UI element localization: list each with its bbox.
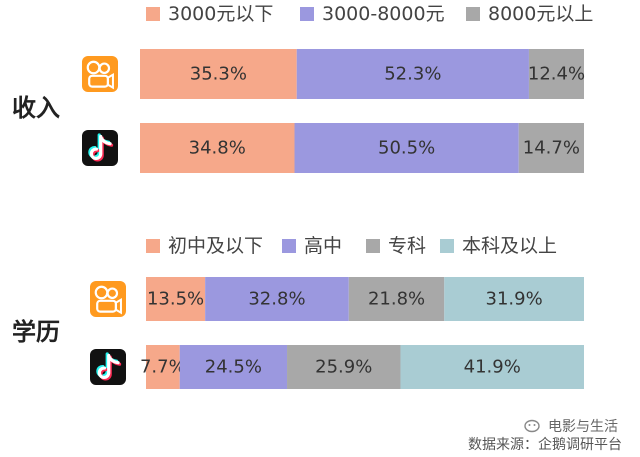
bar-segment bbox=[528, 49, 584, 99]
data-label: 12.4% bbox=[528, 64, 585, 85]
bar-segment bbox=[444, 277, 584, 321]
data-label: 24.5% bbox=[205, 357, 262, 378]
bar-segment bbox=[140, 123, 295, 173]
legend-swatch bbox=[440, 239, 454, 253]
bar-segment bbox=[518, 123, 584, 173]
bar-segment bbox=[294, 123, 519, 173]
data-label: 31.9% bbox=[486, 289, 543, 310]
data-label: 21.8% bbox=[368, 289, 425, 310]
kuaishou-logo-icon bbox=[82, 56, 118, 92]
watermark: 电影与生活 bbox=[524, 416, 618, 436]
douyin-logo-icon bbox=[90, 349, 126, 385]
data-label: 7.7% bbox=[140, 357, 186, 378]
kuaishou-logo-icon bbox=[90, 281, 126, 317]
bar-segment bbox=[296, 49, 529, 99]
legend-swatch bbox=[300, 7, 314, 21]
data-label: 41.9% bbox=[464, 357, 521, 378]
source-text: 数据来源：企鹅调研平台 bbox=[468, 437, 622, 453]
data-label: 34.8% bbox=[189, 138, 246, 159]
wechat-icon bbox=[524, 419, 540, 433]
legend-swatch bbox=[146, 239, 160, 253]
bar-segment bbox=[205, 277, 349, 321]
legend-swatch bbox=[282, 239, 296, 253]
data-label: 35.3% bbox=[190, 64, 247, 85]
data-label: 52.3% bbox=[384, 64, 441, 85]
data-label: 50.5% bbox=[378, 138, 435, 159]
douyin-logo-icon bbox=[82, 130, 118, 166]
legend-label: 3000-8000元 bbox=[322, 3, 445, 25]
legend-swatch bbox=[366, 239, 380, 253]
data-label: 13.5% bbox=[147, 289, 204, 310]
group-label: 学历 bbox=[12, 318, 60, 346]
bar-segment bbox=[287, 345, 401, 389]
bar-segment bbox=[400, 345, 584, 389]
bar-segment bbox=[140, 49, 297, 99]
legend-label: 初中及以下 bbox=[168, 235, 263, 257]
data-label: 14.7% bbox=[523, 138, 580, 159]
bar-segment bbox=[146, 345, 180, 389]
data-label: 25.9% bbox=[315, 357, 372, 378]
legend-swatch bbox=[466, 7, 480, 21]
legend-label: 3000元以下 bbox=[168, 3, 273, 25]
bar-segment bbox=[179, 345, 288, 389]
legend-label: 高中 bbox=[304, 235, 342, 257]
legend-label: 专科 bbox=[388, 235, 426, 257]
legend-label: 8000元以上 bbox=[488, 3, 593, 25]
watermark-text: 电影与生活 bbox=[548, 419, 618, 435]
group-label: 收入 bbox=[12, 94, 60, 122]
data-label: 32.8% bbox=[248, 289, 305, 310]
legend-label: 本科及以上 bbox=[462, 235, 557, 257]
bar-segment bbox=[146, 277, 206, 321]
bar-segment bbox=[348, 277, 445, 321]
legend-swatch bbox=[146, 7, 160, 21]
